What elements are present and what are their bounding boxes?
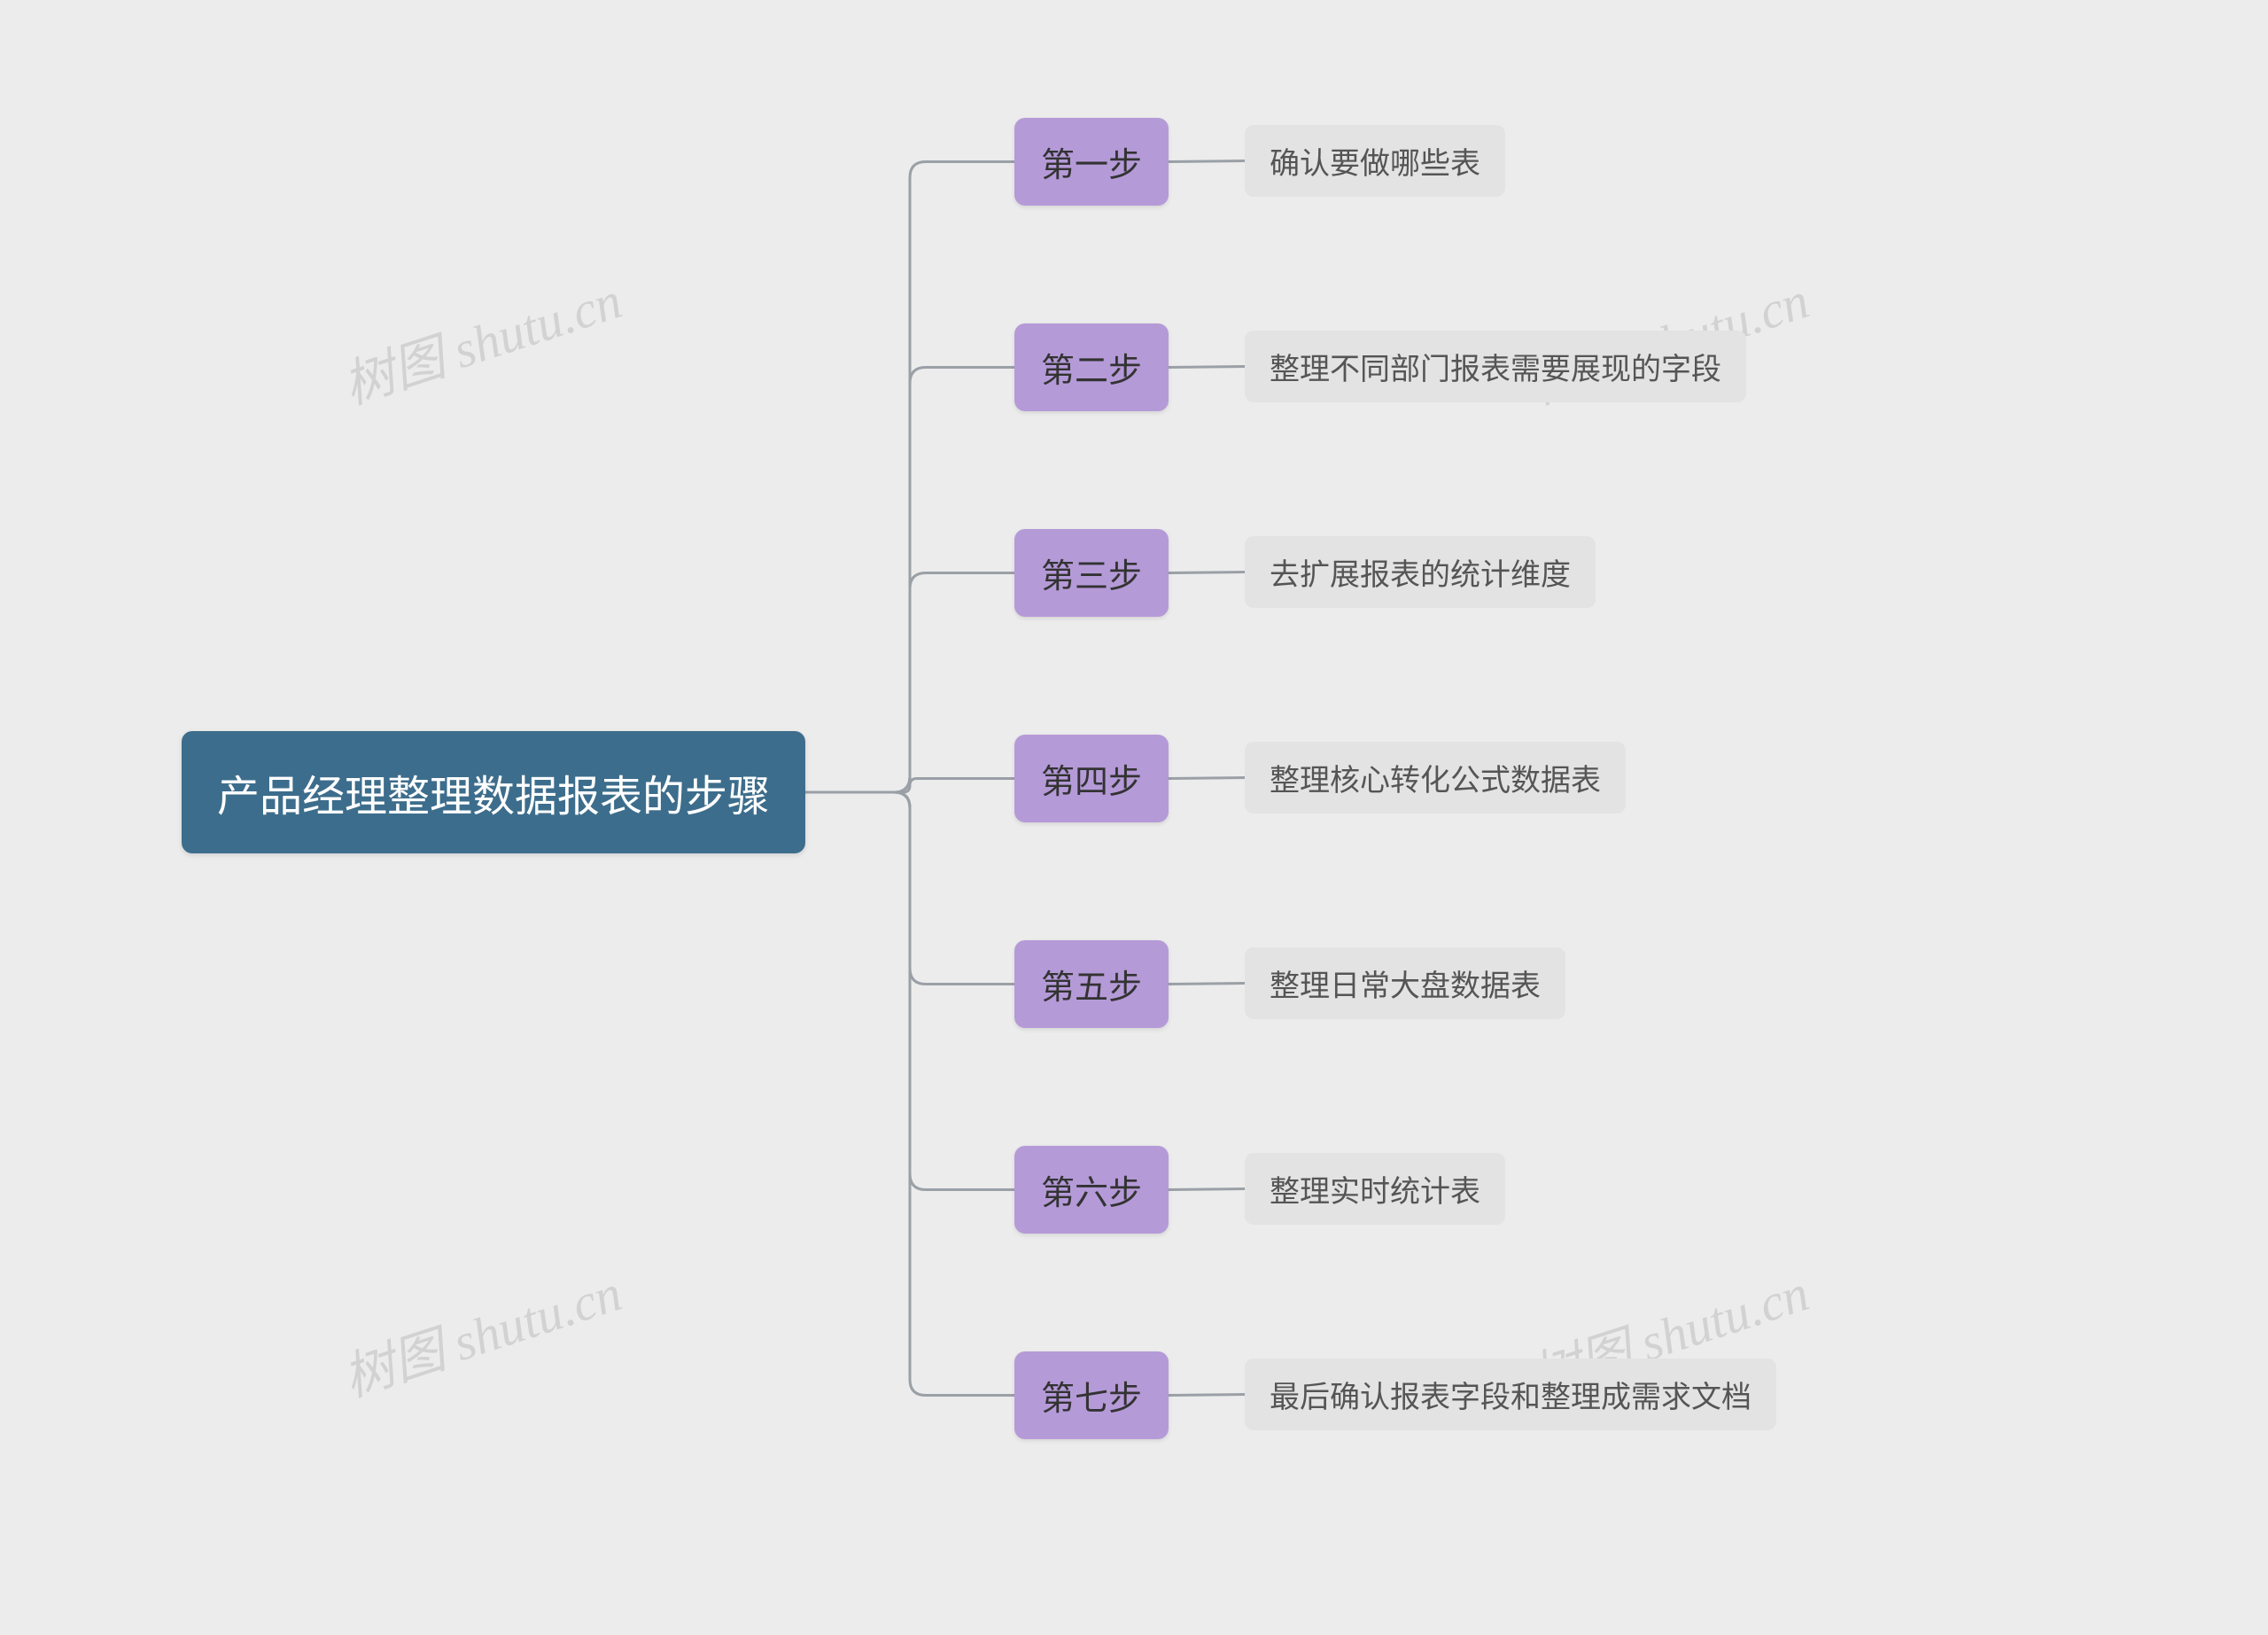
step-node-7[interactable]: 第七步 xyxy=(1014,1351,1169,1439)
desc-node-2: 整理不同部门报表需要展现的字段 xyxy=(1245,331,1746,402)
step-node-4[interactable]: 第四步 xyxy=(1014,735,1169,822)
step-node-1[interactable]: 第一步 xyxy=(1014,118,1169,206)
root-node[interactable]: 产品经理整理数据报表的步骤 xyxy=(182,731,805,853)
desc-node-6: 整理实时统计表 xyxy=(1245,1153,1505,1225)
desc-node-7: 最后确认报表字段和整理成需求文档 xyxy=(1245,1359,1776,1430)
step-node-2[interactable]: 第二步 xyxy=(1014,323,1169,411)
desc-node-5: 整理日常大盘数据表 xyxy=(1245,947,1565,1019)
mindmap-canvas: 树图 shutu.cn 树图 shutu.cn 树图 shutu.cn 树图 s… xyxy=(0,0,2268,1635)
desc-node-3: 去扩展报表的统计维度 xyxy=(1245,536,1596,608)
desc-node-4: 整理核心转化公式数据表 xyxy=(1245,742,1626,814)
step-node-3[interactable]: 第三步 xyxy=(1014,529,1169,617)
watermark: 树图 shutu.cn xyxy=(332,259,629,418)
watermark: 树图 shutu.cn xyxy=(332,1251,629,1411)
desc-node-1: 确认要做哪些表 xyxy=(1245,125,1505,197)
step-node-5[interactable]: 第五步 xyxy=(1014,940,1169,1028)
step-node-6[interactable]: 第六步 xyxy=(1014,1146,1169,1234)
